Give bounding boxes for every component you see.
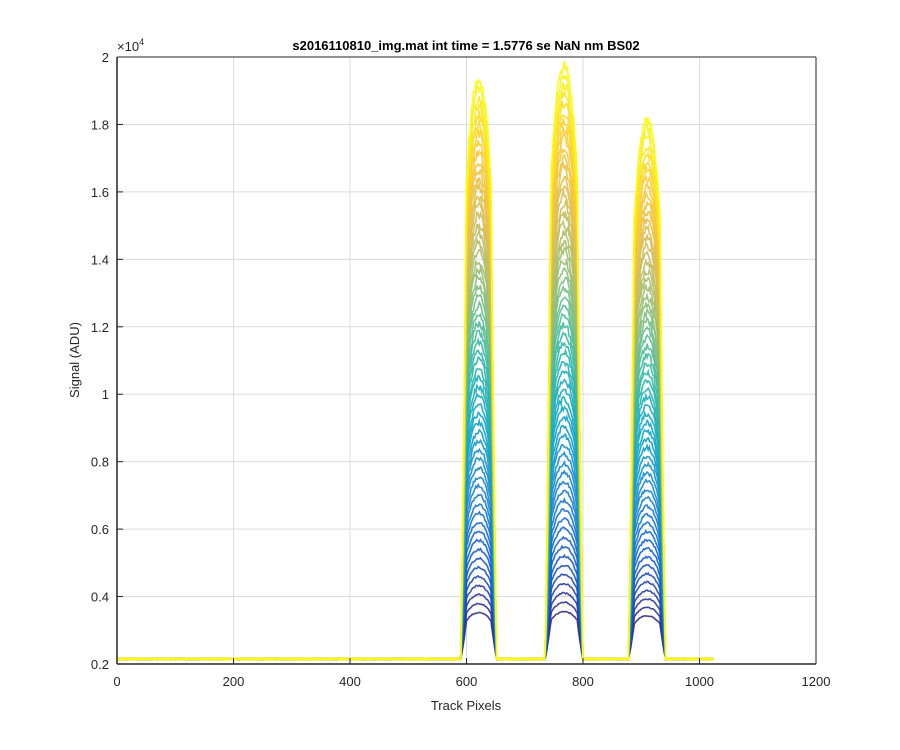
x-tick-label: 200 (223, 674, 245, 689)
series-line (116, 60, 714, 661)
x-axis-label: Track Pixels (431, 698, 502, 713)
x-tick-label: 400 (339, 674, 361, 689)
y-tick-label: 0.6 (91, 522, 109, 537)
y-axis-exponent: ×104 (117, 37, 144, 54)
y-exponent-base: ×10 (117, 39, 139, 54)
series-group (116, 60, 715, 662)
y-tick-label: 1.2 (91, 320, 109, 335)
x-tick-label: 0 (113, 674, 120, 689)
x-tick-label: 1000 (685, 674, 714, 689)
axes (116, 56, 817, 665)
x-tick-label: 600 (456, 674, 478, 689)
y-axis-label: Signal (ADU) (67, 322, 82, 398)
y-exponent-power: 4 (139, 37, 144, 47)
y-tick-label: 1.4 (91, 252, 109, 267)
y-tick-label: 0.4 (91, 590, 109, 605)
y-tick-label: 2 (102, 50, 109, 65)
chart-title: s2016110810_img.mat int time = 1.5776 se… (292, 38, 639, 53)
y-tick-label: 0.8 (91, 455, 109, 470)
y-tick-label: 0.2 (91, 657, 109, 672)
x-tick-label: 800 (572, 674, 594, 689)
tick-labels: 0 200 400 600 800 1000 1200 0.2 0.4 0.6 0.8 1 1.2 1.4… (91, 50, 831, 689)
y-tick-label: 1.8 (91, 117, 109, 132)
y-tick-label: 1 (102, 387, 109, 402)
y-tick-label: 1.6 (91, 185, 109, 200)
x-tick-label: 1200 (802, 674, 831, 689)
